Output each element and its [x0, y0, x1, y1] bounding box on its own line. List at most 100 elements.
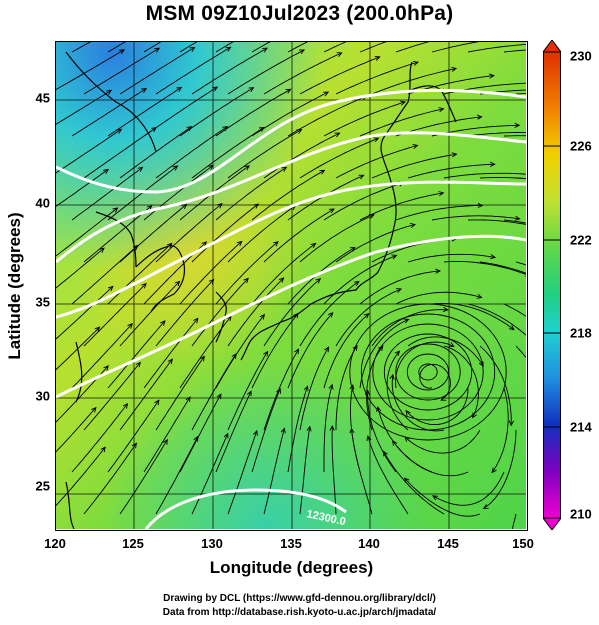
- streamline-arrow: [281, 166, 288, 172]
- streamline: [215, 391, 252, 473]
- streamline-arrow: [278, 277, 285, 283]
- streamline: [215, 166, 287, 221]
- streamline-arrow: [438, 191, 445, 197]
- streamline-arrow: [154, 399, 160, 406]
- streamline-arrow: [323, 91, 330, 97]
- streamline: [299, 214, 375, 263]
- streamline-arrow: [212, 86, 219, 92]
- streamline: [56, 247, 105, 289]
- streamline-arrow: [280, 427, 286, 434]
- streamline: [299, 426, 311, 515]
- streamline: [467, 43, 526, 53]
- streamline-arrow: [394, 350, 401, 357]
- streamline: [191, 127, 265, 179]
- streamline-arrow: [324, 346, 330, 353]
- streamline-arrow: [174, 280, 181, 287]
- streamline: [56, 286, 114, 340]
- streamline-arrow: [476, 293, 483, 299]
- streamline: [251, 170, 325, 221]
- streamline: [467, 303, 526, 336]
- streamline-arrow: [193, 435, 199, 442]
- streamline: [179, 42, 198, 53]
- streamline: [227, 205, 296, 263]
- wind-streamlines: [56, 42, 526, 529]
- streamline-arrow: [258, 126, 265, 132]
- streamline: [443, 172, 526, 179]
- streamline-arrow: [248, 87, 255, 93]
- streamline: [227, 430, 258, 515]
- streamline-arrow: [363, 313, 370, 319]
- streamline-arrow: [276, 387, 281, 394]
- streamline-arrow: [122, 402, 129, 409]
- x-tick-label: 150: [512, 536, 534, 551]
- streamline-arrow: [223, 432, 229, 439]
- streamline-arrow: [405, 409, 411, 416]
- streamline-arrow: [373, 137, 380, 143]
- streamline-arrow: [185, 396, 191, 403]
- streamline: [515, 345, 526, 359]
- streamline: [56, 49, 125, 91]
- y-axis-label: Latitude (degrees): [5, 212, 24, 360]
- streamline: [215, 241, 279, 305]
- streamline-arrow: [438, 107, 445, 113]
- streamline-arrow: [435, 268, 442, 274]
- streamline: [359, 42, 387, 53]
- streamline-arrow: [131, 442, 137, 449]
- streamline-arrow: [91, 406, 97, 413]
- streamline-arrow: [176, 86, 183, 92]
- streamline: [71, 403, 128, 473]
- streamline-arrow: [403, 318, 410, 324]
- streamline-arrow: [243, 277, 249, 284]
- streamline: [395, 42, 430, 53]
- streamline-arrow: [336, 52, 343, 57]
- streamline: [155, 279, 215, 347]
- streamline: [404, 477, 481, 517]
- streamline-arrow: [410, 222, 416, 229]
- streamline-arrow: [285, 88, 292, 94]
- streamline-arrow: [448, 342, 455, 347]
- streamline-arrow: [352, 344, 358, 351]
- streamline-arrow: [263, 350, 269, 357]
- streamline-arrow: [403, 477, 410, 484]
- streamline-arrow: [329, 425, 335, 431]
- streamline-arrow: [236, 240, 243, 247]
- streamline: [323, 384, 333, 472]
- streamline-arrow: [141, 87, 147, 94]
- streamline: [71, 245, 138, 305]
- streamline: [503, 219, 526, 224]
- streamline: [323, 42, 347, 53]
- streamline-arrow: [154, 47, 161, 53]
- streamline-arrow: [392, 440, 398, 446]
- streamline-arrow: [226, 315, 232, 322]
- streamline-arrow: [160, 320, 166, 326]
- streamline: [143, 42, 162, 53]
- streamline-arrow: [383, 450, 388, 457]
- eddy-ring: [383, 333, 473, 411]
- streamline-arrow: [319, 169, 326, 175]
- streamline: [227, 351, 268, 431]
- streamline: [56, 207, 118, 257]
- streamline: [215, 314, 265, 389]
- streamline-arrow: [358, 174, 365, 180]
- streamline: [155, 126, 228, 179]
- streamline: [371, 68, 457, 95]
- streamline-arrow: [315, 278, 322, 284]
- streamline-arrow: [490, 254, 497, 260]
- streamline: [467, 219, 526, 225]
- streamline-arrow: [451, 152, 458, 158]
- streamline: [419, 363, 451, 401]
- streamline-arrow: [306, 425, 312, 432]
- streamline-arrow: [98, 247, 105, 253]
- y-tick-label: 45: [35, 90, 50, 106]
- streamline: [335, 345, 358, 430]
- streamline: [227, 49, 305, 95]
- streamline: [107, 320, 166, 389]
- streamline: [503, 135, 526, 137]
- streamline: [119, 47, 195, 95]
- streamline: [155, 436, 199, 515]
- streamline: [215, 88, 291, 137]
- streamline: [483, 429, 517, 509]
- streamline-arrow: [489, 73, 495, 79]
- y-tick-label: 35: [35, 294, 50, 310]
- streamline-arrow: [193, 317, 199, 324]
